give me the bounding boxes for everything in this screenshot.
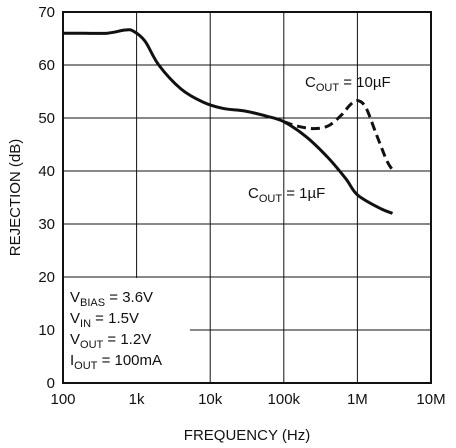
condition-line: VBIAS = 3.6V <box>70 289 153 309</box>
x-tick-label: 10M <box>416 391 445 408</box>
x-axis-label: FREQUENCY (Hz) <box>184 427 310 444</box>
series-cout-10uf-line <box>283 98 394 171</box>
conditions-box <box>64 278 190 382</box>
y-tick-label: 70 <box>38 4 55 21</box>
tick-labels: 0 10 20 30 40 50 60 70 100 1k 10k 100k 1M 10M <box>38 4 445 408</box>
x-tick-label: 100k <box>268 391 301 408</box>
label-cout-10uf: COUT = 10µF <box>305 74 391 94</box>
x-tick-label: 1M <box>347 391 368 408</box>
condition-line: VOUT = 1.2V <box>70 331 151 351</box>
y-tick-label: 50 <box>38 110 55 127</box>
y-tick-label: 30 <box>38 216 55 233</box>
x-tick-label: 1k <box>129 391 145 408</box>
label-cout-1uf: COUT = 1µF <box>248 185 325 205</box>
grid <box>63 12 431 383</box>
y-tick-label: 10 <box>38 322 55 339</box>
series-layer <box>63 28 394 215</box>
y-tick-label: 0 <box>47 375 55 392</box>
plot-frame <box>62 11 432 384</box>
y-tick-label: 40 <box>38 163 55 180</box>
conditions-background <box>64 278 190 382</box>
condition-line: VIN = 1.5V <box>70 310 139 330</box>
y-tick-label: 60 <box>38 57 55 74</box>
y-tick-label: 20 <box>38 269 55 286</box>
y-axis-label: REJECTION (dB) <box>7 139 24 257</box>
x-tick-label: 100 <box>50 391 75 408</box>
x-tick-label: 10k <box>198 391 223 408</box>
condition-line: IOUT = 100mA <box>70 352 162 372</box>
series-cout-1uf-line <box>63 28 394 215</box>
